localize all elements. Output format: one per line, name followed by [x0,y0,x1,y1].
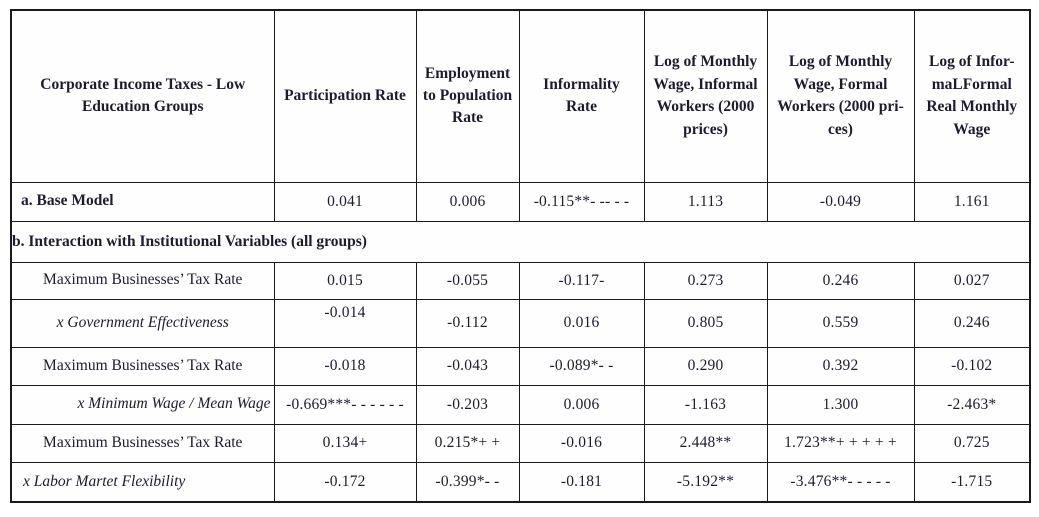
cell-value: -0.055 [415,261,520,300]
table-row-base-model: a. Base Model 0.041 0.006 -0.115**- -- -… [10,181,1031,222]
table-row-max-tax-rate-1: Maximum Businesses’ Tax Rate 0.015 -0.05… [10,261,1031,300]
row-label: Maximum Businesses’ Tax Rate [10,346,275,386]
table-row-max-tax-rate-3: Maximum Businesses’ Tax Rate 0.134+ 0.21… [10,423,1031,463]
cell-value: 0.559 [766,298,915,348]
table-row-government-effectiveness: x Government Effectiveness -0.014 -0.112… [10,298,1031,348]
column-header-log-wage-informal: Log of Monthly Wage, Informal Workers (2… [643,9,768,183]
column-header-log-informal-formal-wage: Log of Infor- maLFormal Real Monthly Wag… [913,9,1031,183]
cell-value: 0.006 [415,181,520,222]
cell-value: -0.089*- - [518,346,645,386]
cell-value: -0.115**- -- - - [518,181,645,222]
cell-value: 0.725 [913,423,1031,463]
cell-value: -3.476**- - - - - [766,461,915,503]
cell-value: 0.016 [518,298,645,348]
column-header-informality-rate: Informality Rate [518,9,645,183]
cell-value: 0.290 [643,346,768,386]
cell-value: 1.161 [913,181,1031,222]
cell-value: -0.181 [518,461,645,503]
regression-results-table: Corporate Income Taxes - Low Education G… [10,9,1031,503]
cell-value: -0.018 [273,346,417,386]
column-header-employment-to-population: Employment to Population Rate [415,9,520,183]
row-label: x Minimum Wage / Mean Wage [10,384,275,425]
cell-value: 0.392 [766,346,915,386]
cell-value: 0.006 [518,384,645,425]
cell-value: 1.113 [643,181,768,222]
cell-value: -2.463* [913,384,1031,425]
table-header-row: Corporate Income Taxes - Low Education G… [10,9,1031,183]
cell-value: 0.246 [766,261,915,300]
cell-value: 0.134+ [273,423,417,463]
cell-value: 0.015 [273,261,417,300]
table-row-minimum-wage: x Minimum Wage / Mean Wage -0.669***- - … [10,384,1031,425]
row-label: x Government Effectiveness [10,298,275,348]
cell-value: -0.203 [415,384,520,425]
table-row-labor-market-flexibility: x Labor Martet Flexibility -0.172 -0.399… [10,461,1031,503]
cell-value: 1.300 [766,384,915,425]
cell-value: -0.049 [766,181,915,222]
cell-value: -0.112 [415,298,520,348]
row-label: Maximum Businesses’ Tax Rate [10,423,275,463]
cell-value: 0.041 [273,181,417,222]
table-section-row: b. Interaction with Institutional Variab… [10,220,1031,263]
cell-value: 1.723**+ + + + + [766,423,915,463]
column-header-row-label: Corporate Income Taxes - Low Education G… [10,9,275,183]
cell-value: -0.172 [273,461,417,503]
column-header-log-wage-formal: Log of Monthly Wage, Formal Workers (200… [766,9,915,183]
cell-value: -0.102 [913,346,1031,386]
cell-value: -0.014 [273,298,417,348]
cell-value: -0.399*- - [415,461,520,503]
row-label: x Labor Martet Flexibility [10,461,275,503]
cell-value: -0.043 [415,346,520,386]
cell-value: -5.192** [643,461,768,503]
cell-value: -0.016 [518,423,645,463]
column-header-participation-rate: Participation Rate [273,9,417,183]
cell-value: -1.163 [643,384,768,425]
cell-value: -0.117- [518,261,645,300]
table-row-max-tax-rate-2: Maximum Businesses’ Tax Rate -0.018 -0.0… [10,346,1031,386]
cell-value: 0.273 [643,261,768,300]
cell-value: 0.215*+ + [415,423,520,463]
cell-value: 0.246 [913,298,1031,348]
cell-value: 0.805 [643,298,768,348]
row-label: a. Base Model [10,181,275,222]
cell-value: 2.448** [643,423,768,463]
cell-value: -1.715 [913,461,1031,503]
cell-value: 0.027 [913,261,1031,300]
cell-value: -0.669***- - - - - - [273,384,417,425]
section-header: b. Interaction with Institutional Variab… [10,220,1031,263]
row-label: Maximum Businesses’ Tax Rate [10,261,275,300]
